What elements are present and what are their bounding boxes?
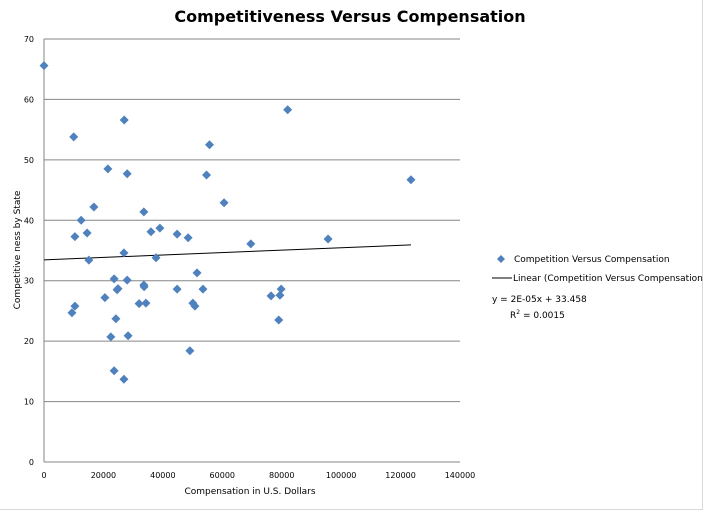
data-point xyxy=(172,229,182,239)
data-point xyxy=(122,169,132,179)
data-point xyxy=(276,284,286,294)
trend-r2: R2 = 0.0015 xyxy=(510,309,565,321)
data-point xyxy=(139,207,149,217)
data-point xyxy=(109,274,119,284)
data-point xyxy=(205,140,215,150)
data-point xyxy=(119,374,129,384)
x-tick-label: 20000 xyxy=(91,471,116,480)
data-point xyxy=(122,275,132,285)
data-point xyxy=(69,132,79,142)
data-point xyxy=(406,175,416,185)
data-point xyxy=(219,198,229,208)
data-point xyxy=(67,308,77,318)
data-point xyxy=(123,331,133,341)
data-point xyxy=(70,232,80,242)
x-tick-label: 140000 xyxy=(445,471,476,480)
y-tick-label: 20 xyxy=(24,337,34,346)
data-point xyxy=(275,290,285,300)
chart-title: Competitiveness Versus Compensation xyxy=(174,7,525,26)
data-point xyxy=(172,284,182,294)
data-point xyxy=(202,170,212,180)
data-point xyxy=(70,301,80,311)
data-point xyxy=(185,346,195,356)
data-point xyxy=(103,164,113,174)
legend-marker-icon xyxy=(497,255,505,263)
x-axis-label: Compensation in U.S. Dollars xyxy=(184,487,315,497)
data-point xyxy=(183,233,193,243)
data-point xyxy=(39,61,49,71)
data-point xyxy=(274,315,284,325)
data-point xyxy=(111,314,121,324)
data-point xyxy=(198,284,208,294)
y-tick-label: 70 xyxy=(24,35,34,44)
y-tick-label: 0 xyxy=(29,458,34,467)
data-point xyxy=(134,299,144,309)
y-tick-label: 60 xyxy=(24,95,34,104)
y-tick-label: 40 xyxy=(24,216,34,225)
data-point xyxy=(192,268,202,278)
y-tick-label: 50 xyxy=(24,156,34,165)
trendline xyxy=(43,244,411,261)
data-point xyxy=(109,366,119,376)
y-tick-label: 10 xyxy=(24,398,34,407)
data-point xyxy=(89,202,99,212)
x-tick-label: 120000 xyxy=(385,471,416,480)
data-point xyxy=(106,332,116,342)
legend-series-label: Competition Versus Compensation xyxy=(514,255,670,265)
data-point xyxy=(266,291,276,301)
data-point xyxy=(113,284,123,294)
data-point xyxy=(151,253,161,263)
data-point xyxy=(119,248,129,258)
data-point xyxy=(139,282,149,292)
x-tick-label: 80000 xyxy=(269,471,294,480)
data-point xyxy=(100,293,110,303)
x-tick-label: 40000 xyxy=(150,471,175,480)
data-point xyxy=(190,301,200,311)
x-tick-label: 100000 xyxy=(326,471,357,480)
legend: Competition Versus Compensation Linear (… xyxy=(492,255,703,284)
data-point xyxy=(141,298,151,308)
data-point xyxy=(146,227,156,237)
x-tick-label: 60000 xyxy=(210,471,235,480)
trend-equation: y = 2E-05x + 33.458 xyxy=(492,295,587,305)
data-point xyxy=(283,105,293,115)
data-point xyxy=(323,234,333,244)
data-point xyxy=(82,228,92,238)
y-tick-label: 30 xyxy=(24,277,34,286)
y-axis-label: Competitive ness by State xyxy=(13,190,23,309)
data-point xyxy=(76,215,86,225)
data-point xyxy=(246,239,256,249)
x-tick-label: 0 xyxy=(41,471,46,480)
legend-trend-label: Linear (Competition Versus Compensation) xyxy=(513,274,703,284)
data-point xyxy=(119,115,129,125)
data-point xyxy=(155,223,165,233)
data-point xyxy=(84,255,94,265)
